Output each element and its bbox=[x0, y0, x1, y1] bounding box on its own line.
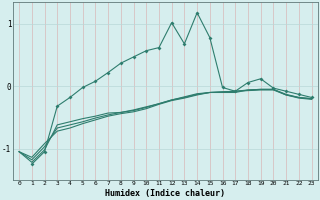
X-axis label: Humidex (Indice chaleur): Humidex (Indice chaleur) bbox=[105, 189, 225, 198]
